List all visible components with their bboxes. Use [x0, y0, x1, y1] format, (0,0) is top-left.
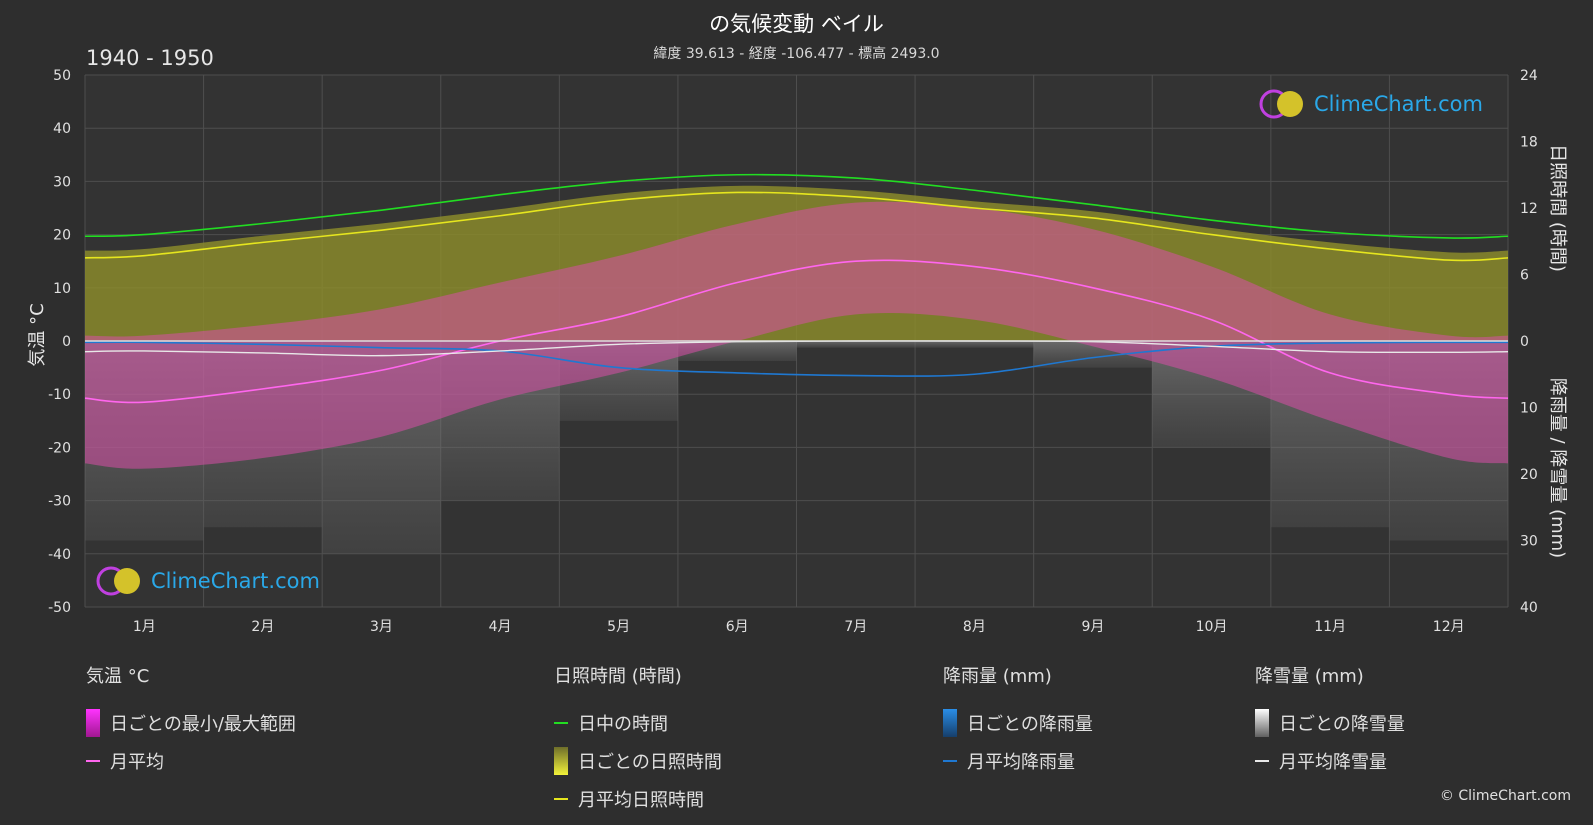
left-tick-label: 30 [53, 174, 71, 190]
month-tick-label: 7月 [844, 619, 867, 635]
left-axis-title: 気温 °C [27, 303, 48, 366]
snow-mean-swatch [1255, 760, 1269, 762]
legend-label: 月平均日照時間 [578, 790, 704, 811]
legend-rain: 降雨量 (mm) 日ごとの降雨量 月平均降雨量 [943, 662, 1093, 780]
sunshine-mean-line [84, 191, 1509, 262]
month-tick-label: 3月 [370, 619, 393, 635]
right-bottom-tick-label: 20 [1520, 467, 1538, 483]
month-tick-label: 12月 [1433, 619, 1465, 635]
logo-bottom[interactable]: ClimeChart.com [95, 565, 320, 597]
legend-item: 日中の時間 [554, 704, 722, 742]
left-tick-label: -20 [48, 440, 71, 456]
legend-item: 月平均降雪量 [1255, 742, 1405, 780]
legend-heading: 気温 °C [86, 666, 150, 687]
legend-label: 月平均降雨量 [967, 752, 1075, 773]
rain-mean-swatch [943, 760, 957, 762]
month-tick-label: 10月 [1196, 619, 1228, 635]
sunshine-swatch [554, 747, 568, 775]
chart-title: の気候変動 ベイル [709, 12, 884, 36]
left-tick-label: 10 [53, 281, 71, 297]
legend-heading: 降雨量 (mm) [943, 666, 1052, 687]
right-bottom-tick-label: 40 [1520, 600, 1538, 616]
left-tick-label: 50 [53, 68, 71, 84]
logo-icon [96, 566, 140, 596]
rain-swatch [943, 709, 957, 737]
snow-daily-bar [796, 341, 916, 348]
month-tick-label: 4月 [489, 619, 512, 635]
right-top-tick-label: 0 [1520, 334, 1529, 350]
sunshine-mean-swatch [554, 798, 568, 800]
month-tick-label: 9月 [1081, 619, 1104, 635]
legend-label: 月平均 [110, 752, 164, 773]
snow-swatch [1255, 709, 1269, 737]
month-tick-label: 1月 [133, 619, 156, 635]
rain-mean-line [84, 341, 1509, 377]
legend-item: 日ごとの最小/最大範囲 [86, 704, 296, 742]
right-top-tick-label: 6 [1520, 268, 1529, 284]
temperature-mean-line [84, 259, 1509, 404]
period-label: 1940 - 1950 [86, 46, 214, 70]
left-tick-label: -50 [48, 600, 71, 616]
legend-item: 月平均 [86, 742, 296, 780]
legend-item: 日ごとの日照時間 [554, 742, 722, 780]
legend-item: 日ごとの降雪量 [1255, 704, 1405, 742]
chart-subtitle: 緯度 39.613 - 経度 -106.477 - 標高 2493.0 [653, 46, 940, 62]
legend-snow: 降雪量 (mm) 日ごとの降雪量 月平均降雪量 [1255, 662, 1405, 780]
left-tick-label: 40 [53, 121, 71, 137]
month-tick-label: 5月 [607, 619, 630, 635]
legend-item: 月平均降雨量 [943, 742, 1093, 780]
right-bottom-tick-label: 10 [1520, 401, 1538, 417]
logo-text: ClimeChart.com [1314, 92, 1483, 116]
legend-label: 日ごとの降雨量 [967, 714, 1093, 735]
daylight-swatch [554, 722, 568, 724]
legend-heading: 日照時間 (時間) [554, 666, 682, 687]
legend-label: 月平均降雪量 [1279, 752, 1387, 773]
month-tick-label: 11月 [1314, 619, 1346, 635]
month-tick-label: 8月 [963, 619, 986, 635]
copyright: © ClimeChart.com [1439, 788, 1571, 804]
right-bottom-tick-label: 30 [1520, 534, 1538, 550]
logo-top[interactable]: ClimeChart.com [1258, 88, 1483, 120]
right-bottom-axis-title: 降雨量 / 降雪量 (mm) [1547, 378, 1568, 558]
bands [85, 185, 1508, 554]
month-tick-label: 6月 [726, 619, 749, 635]
legend-label: 日中の時間 [578, 714, 668, 735]
daylight-line [84, 173, 1509, 239]
month-tick-label: 2月 [251, 619, 274, 635]
legend-label: 日ごとの日照時間 [578, 752, 722, 773]
range-swatch [86, 709, 100, 737]
temperature-range-band [85, 201, 1508, 469]
mean-swatch [86, 760, 100, 762]
right-top-axis-title: 日照時間 (時間) [1547, 144, 1568, 272]
left-tick-label: 0 [62, 334, 71, 350]
legend-sunshine: 日照時間 (時間) 日中の時間 日ごとの日照時間 月平均日照時間 [554, 662, 722, 818]
legend-heading: 降雪量 (mm) [1255, 666, 1364, 687]
right-top-tick-label: 12 [1520, 201, 1538, 217]
right-top-tick-label: 24 [1520, 68, 1538, 84]
snow-daily-bar [915, 341, 1034, 348]
axes: 50 40 30 20 10 0 -10 -20 -30 -40 -50 24 18 12 6 0 10 20 30… [48, 68, 1538, 635]
legend-label: 日ごとの最小/最大範囲 [110, 714, 296, 735]
legend-label: 日ごとの降雪量 [1279, 714, 1405, 735]
legend-temperature: 気温 °C 日ごとの最小/最大範囲 月平均 [86, 662, 296, 780]
left-tick-label: -30 [48, 494, 71, 510]
left-tick-label: -40 [48, 547, 71, 563]
legend-item: 日ごとの降雨量 [943, 704, 1093, 742]
left-tick-label: 20 [53, 228, 71, 244]
logo-icon [1259, 89, 1303, 119]
left-tick-label: -10 [48, 387, 71, 403]
legend-item: 月平均日照時間 [554, 780, 722, 818]
series-lines [84, 173, 1509, 404]
right-top-tick-label: 18 [1520, 135, 1538, 151]
logo-text: ClimeChart.com [151, 569, 320, 593]
